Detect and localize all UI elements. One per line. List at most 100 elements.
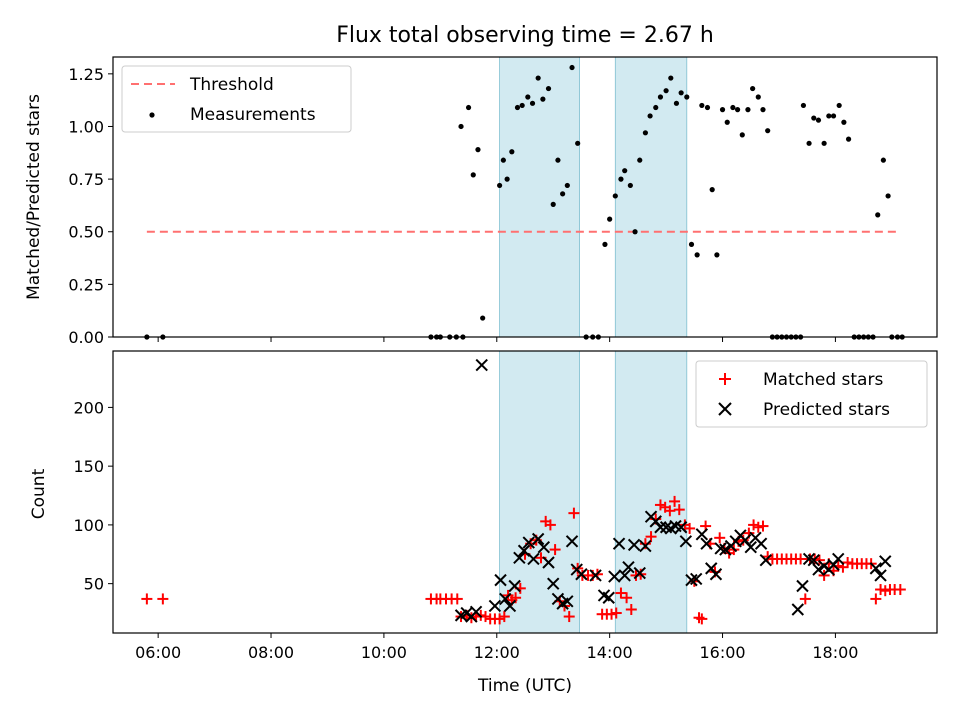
predicted-point-b — [522, 536, 535, 549]
predicted-point — [508, 579, 521, 593]
measurement-point — [529, 100, 536, 106]
measurement-point — [618, 176, 624, 182]
predicted-point-b — [537, 541, 551, 554]
shaded-interval — [614, 56, 688, 338]
predicted-point — [700, 537, 713, 550]
predicted-point — [714, 542, 727, 555]
predicted-point-b — [517, 544, 531, 557]
measurement-point — [800, 102, 807, 109]
matched-point — [544, 519, 556, 531]
predicted-point — [531, 532, 545, 546]
matched-point — [894, 584, 906, 596]
matched-point — [568, 507, 580, 519]
measurement-point — [480, 315, 486, 321]
measurement-point — [612, 193, 618, 199]
predicted-point-b — [612, 537, 626, 550]
predicted-point-b — [685, 573, 698, 587]
matched-point — [757, 520, 769, 532]
bottom-shade-layer — [499, 350, 688, 634]
predicted-point-b — [494, 573, 507, 587]
predicted-point-b — [633, 566, 646, 580]
predicted-point-b — [527, 552, 540, 566]
predicted-point-b — [531, 532, 545, 546]
predicted-point-b — [719, 543, 732, 556]
predicted-point-b — [754, 537, 768, 550]
legend-measurements-label: Measurements — [190, 105, 316, 125]
x-tick-label: 10:00 — [361, 643, 407, 662]
predicted-point-b — [565, 535, 579, 548]
x-tick-label: 14:00 — [587, 643, 633, 662]
matched-point — [157, 593, 169, 605]
measurement-point — [540, 96, 546, 102]
predicted-point-b — [542, 556, 555, 569]
matched-point — [842, 557, 854, 568]
predicted-point-b — [700, 537, 713, 550]
y-tick-label: 0.25 — [68, 275, 104, 294]
top-legend: Threshold Measurements — [121, 65, 352, 133]
predicted-point-b — [589, 569, 602, 582]
measurement-point — [684, 94, 690, 100]
bottom-series-layer — [141, 358, 906, 625]
predicted-point-b — [547, 577, 560, 590]
measurement-point — [755, 94, 761, 100]
measurement-point — [699, 102, 705, 109]
measurement-point — [724, 119, 730, 125]
predicted-point — [608, 570, 621, 583]
top-grid-layer: 0.00 0.25 0.50 0.75 1.00 1.25 — [68, 65, 836, 347]
predicted-point — [513, 551, 526, 565]
measurement-point — [627, 182, 633, 189]
measurement-point — [709, 187, 715, 193]
predicted-point — [719, 543, 732, 556]
predicted-point-b — [869, 562, 883, 575]
measurement-point — [555, 157, 561, 163]
bottom-legend-box — [695, 360, 928, 428]
predicted-point — [561, 595, 574, 608]
measurement-point — [509, 149, 515, 155]
y-tick-label: 1.25 — [68, 65, 104, 84]
bottom-legend: Matched stars Predicted stars — [695, 360, 928, 428]
measurement-point — [550, 201, 556, 207]
matched-point — [795, 553, 807, 565]
predicted-point — [627, 538, 641, 552]
measurement-point — [622, 168, 628, 174]
predicted-point-b — [602, 591, 615, 604]
measurement-point — [569, 64, 575, 71]
predicted-point-b — [791, 603, 804, 616]
measurement-point — [575, 140, 581, 146]
predicted-point — [832, 552, 845, 566]
matched-point — [664, 505, 676, 517]
matched-point — [737, 534, 749, 546]
matched-point — [673, 504, 685, 516]
measurement-point — [821, 140, 827, 146]
measurement-point — [535, 75, 541, 81]
predicted-point-b — [475, 358, 488, 372]
measurement-point — [760, 107, 766, 113]
matched-point — [762, 551, 774, 563]
predicted-point — [547, 577, 560, 590]
predicted-point-b — [575, 568, 588, 581]
measurement-point — [694, 252, 700, 258]
matched-point — [141, 593, 153, 605]
x-tick-label: 16:00 — [699, 643, 745, 662]
matched-point — [451, 593, 463, 605]
predicted-point-b — [618, 569, 631, 582]
predicted-point-b — [654, 521, 667, 534]
predicted-point-b — [488, 599, 502, 613]
matched-point — [875, 584, 887, 596]
predicted-point — [689, 572, 703, 586]
predicted-point — [679, 535, 693, 548]
measurement-point — [734, 107, 741, 113]
legend-threshold-label: Threshold — [189, 75, 274, 95]
measurement-point — [714, 252, 720, 258]
predicted-point — [791, 603, 804, 616]
legend-measurements-swatch — [149, 112, 155, 118]
matched-point — [625, 604, 637, 615]
legend-predicted-swatch — [718, 402, 732, 416]
measurement-point — [836, 102, 842, 109]
measurement-point — [647, 113, 653, 119]
bottom-ylabel: Count — [29, 468, 49, 519]
matched-point — [714, 532, 726, 544]
predicted-point — [618, 569, 631, 582]
predicted-point-b — [679, 535, 693, 548]
measurement-point — [632, 229, 638, 235]
